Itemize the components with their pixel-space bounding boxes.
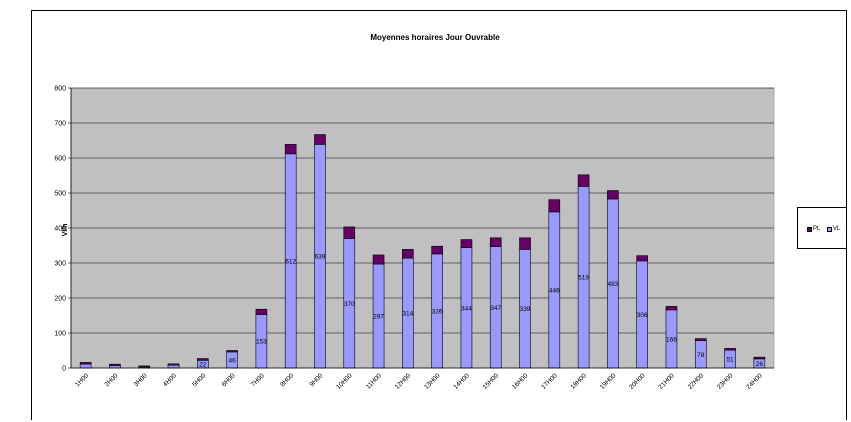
x-axis: 1H00 2H00 3H00 4H00 5H00 6H00 7H00 8H00 9H00 10H0… xyxy=(71,367,774,391)
x-tick-label: 8H00 xyxy=(279,372,295,388)
y-axis: 0 100 200 300 400 500 600 700 800 xyxy=(54,86,72,373)
data-label: 153 xyxy=(256,339,267,346)
bar-pl xyxy=(109,363,121,366)
x-tick-label: 2H00 xyxy=(103,372,119,388)
y-tick-label: 400 xyxy=(54,226,66,233)
x-tick-label: 9H00 xyxy=(308,372,324,388)
x-tick-label: 24H00 xyxy=(745,372,764,391)
x-tick-label: 10H00 xyxy=(335,372,354,391)
data-label: 347 xyxy=(490,305,501,312)
legend-swatch-vl xyxy=(827,226,832,232)
data-label: 344 xyxy=(461,305,472,312)
data-label: 26 xyxy=(756,361,764,368)
bar-pl xyxy=(577,174,590,187)
bar-pl xyxy=(607,190,619,200)
bar-pl xyxy=(197,358,209,361)
bar-pl xyxy=(753,356,766,360)
legend-item-pl: PL xyxy=(807,226,820,232)
y-tick-label: 0 xyxy=(62,366,66,373)
bar-pl xyxy=(489,237,502,247)
data-label: 339 xyxy=(520,306,531,313)
data-label: 519 xyxy=(578,275,589,282)
data-label: 78 xyxy=(697,352,705,359)
x-tick-label: 13H00 xyxy=(423,372,442,391)
data-label: 314 xyxy=(402,311,413,318)
data-label: 370 xyxy=(344,301,355,308)
bar-pl xyxy=(460,239,473,248)
bar-pl xyxy=(314,134,326,145)
bars: 22 46 153 612 639 370 297 314 326 344 347 339 446 519… xyxy=(79,134,766,369)
x-tick-label: 22H00 xyxy=(687,372,706,391)
y-tick-label: 100 xyxy=(54,331,66,338)
bar-pl xyxy=(79,362,92,365)
x-tick-label: 11H00 xyxy=(365,372,383,390)
x-tick-label: 19H00 xyxy=(599,372,618,391)
x-tick-label: 17H00 xyxy=(540,372,559,391)
bar-pl xyxy=(343,226,356,239)
x-tick-label: 5H00 xyxy=(191,372,207,388)
bar-pl xyxy=(402,249,414,259)
x-tick-label: 12H00 xyxy=(394,372,413,391)
bar-pl xyxy=(431,245,443,255)
y-tick-label: 300 xyxy=(54,261,66,268)
chart-title: Moyennes horaires Jour Ouvrable xyxy=(370,33,500,42)
x-tick-label: 16H00 xyxy=(511,372,530,391)
y-tick-label: 700 xyxy=(54,121,66,128)
bar-pl xyxy=(724,348,736,351)
x-tick-label: 23H00 xyxy=(716,372,735,391)
bar-pl xyxy=(372,254,385,265)
data-label: 51 xyxy=(726,357,734,364)
data-label: 612 xyxy=(285,258,296,265)
y-tick-label: 500 xyxy=(54,191,66,198)
data-label: 46 xyxy=(228,357,236,364)
data-label: 297 xyxy=(373,314,384,321)
x-tick-label: 18H00 xyxy=(570,372,589,391)
data-label: 306 xyxy=(637,312,648,319)
bar-pl xyxy=(548,199,561,213)
y-tick-label: 200 xyxy=(54,296,66,303)
bar-pl xyxy=(226,350,238,353)
data-label: 639 xyxy=(315,254,326,261)
bar-pl xyxy=(284,144,297,155)
bar-vl xyxy=(79,363,92,369)
y-axis-label: Vl/h xyxy=(62,224,69,237)
x-tick-label: 15H00 xyxy=(482,372,501,391)
x-tick-label: 14H00 xyxy=(452,372,471,391)
x-tick-label: 7H00 xyxy=(250,372,266,388)
data-label: 483 xyxy=(607,281,618,288)
legend-item-vl: VL xyxy=(827,226,840,232)
data-label: 22 xyxy=(199,362,207,369)
x-tick-label: 20H00 xyxy=(628,372,647,391)
bar-vl xyxy=(167,364,180,369)
y-tick-label: 600 xyxy=(54,156,66,163)
data-label: 166 xyxy=(666,336,677,343)
x-tick-label: 3H00 xyxy=(133,372,149,388)
y-tick-label: 800 xyxy=(54,86,66,93)
bar-pl xyxy=(665,306,678,311)
bar-pl xyxy=(636,255,648,262)
legend: PL VL xyxy=(797,207,847,249)
x-tick-label: 4H00 xyxy=(162,372,178,388)
bar-pl xyxy=(138,365,151,368)
bar-pl xyxy=(255,308,268,315)
data-label: 446 xyxy=(549,287,560,294)
data-label: 326 xyxy=(432,308,443,315)
x-tick-label: 1H00 xyxy=(74,372,90,388)
legend-swatch-pl xyxy=(807,226,812,232)
bar-pl xyxy=(694,338,707,342)
legend-label-vl: VL xyxy=(833,226,841,232)
x-tick-label: 6H00 xyxy=(221,372,237,388)
x-tick-label: 21H00 xyxy=(657,372,676,391)
bar-pl xyxy=(167,363,180,366)
gridlines xyxy=(71,87,774,334)
legend-label-pl: PL xyxy=(813,226,821,232)
bar-pl xyxy=(519,237,531,250)
